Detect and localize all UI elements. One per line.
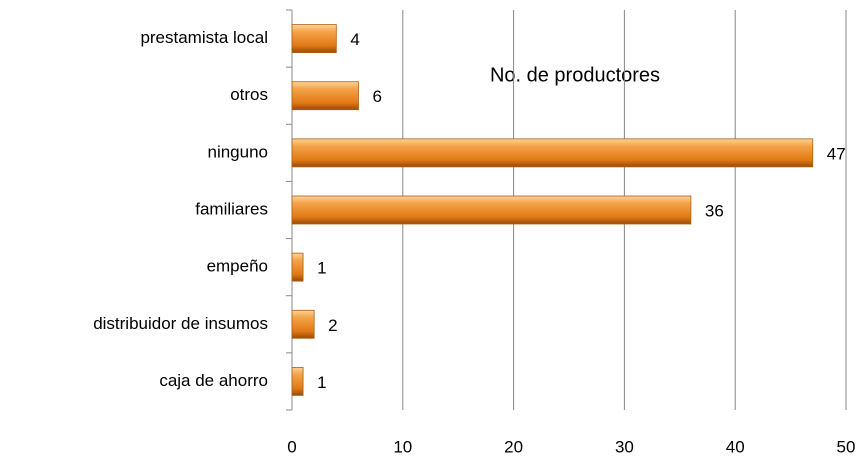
bar <box>291 309 315 339</box>
x-tick-label: 0 <box>287 437 296 456</box>
value-label: 1 <box>317 259 326 278</box>
value-label: 2 <box>328 316 337 335</box>
y-tick-label: distribuidor de insumos <box>93 314 268 333</box>
bar <box>291 195 692 225</box>
value-label: 1 <box>317 373 326 392</box>
y-tick-label: otros <box>230 85 268 104</box>
x-tick-label: 20 <box>504 437 523 456</box>
bar <box>291 138 814 168</box>
x-tick-label: 30 <box>615 437 634 456</box>
chart-title: No. de productores <box>490 64 660 86</box>
x-tick-label: 10 <box>393 437 412 456</box>
x-tick-label: 40 <box>726 437 745 456</box>
bar <box>291 252 304 282</box>
bar <box>291 367 304 396</box>
value-label: 6 <box>372 87 381 106</box>
value-label: 4 <box>350 30 359 49</box>
y-tick-label: familiares <box>195 199 268 218</box>
value-label: 47 <box>827 144 846 163</box>
bar <box>291 81 359 111</box>
y-tick-label: empeño <box>207 257 268 276</box>
y-tick-label: prestamista local <box>140 28 268 47</box>
y-tick-label: caja de ahorro <box>159 371 268 390</box>
y-tick-label: ninguno <box>207 142 268 161</box>
x-tick-label: 50 <box>837 437 856 456</box>
bar <box>291 24 337 53</box>
value-label: 36 <box>705 201 724 220</box>
